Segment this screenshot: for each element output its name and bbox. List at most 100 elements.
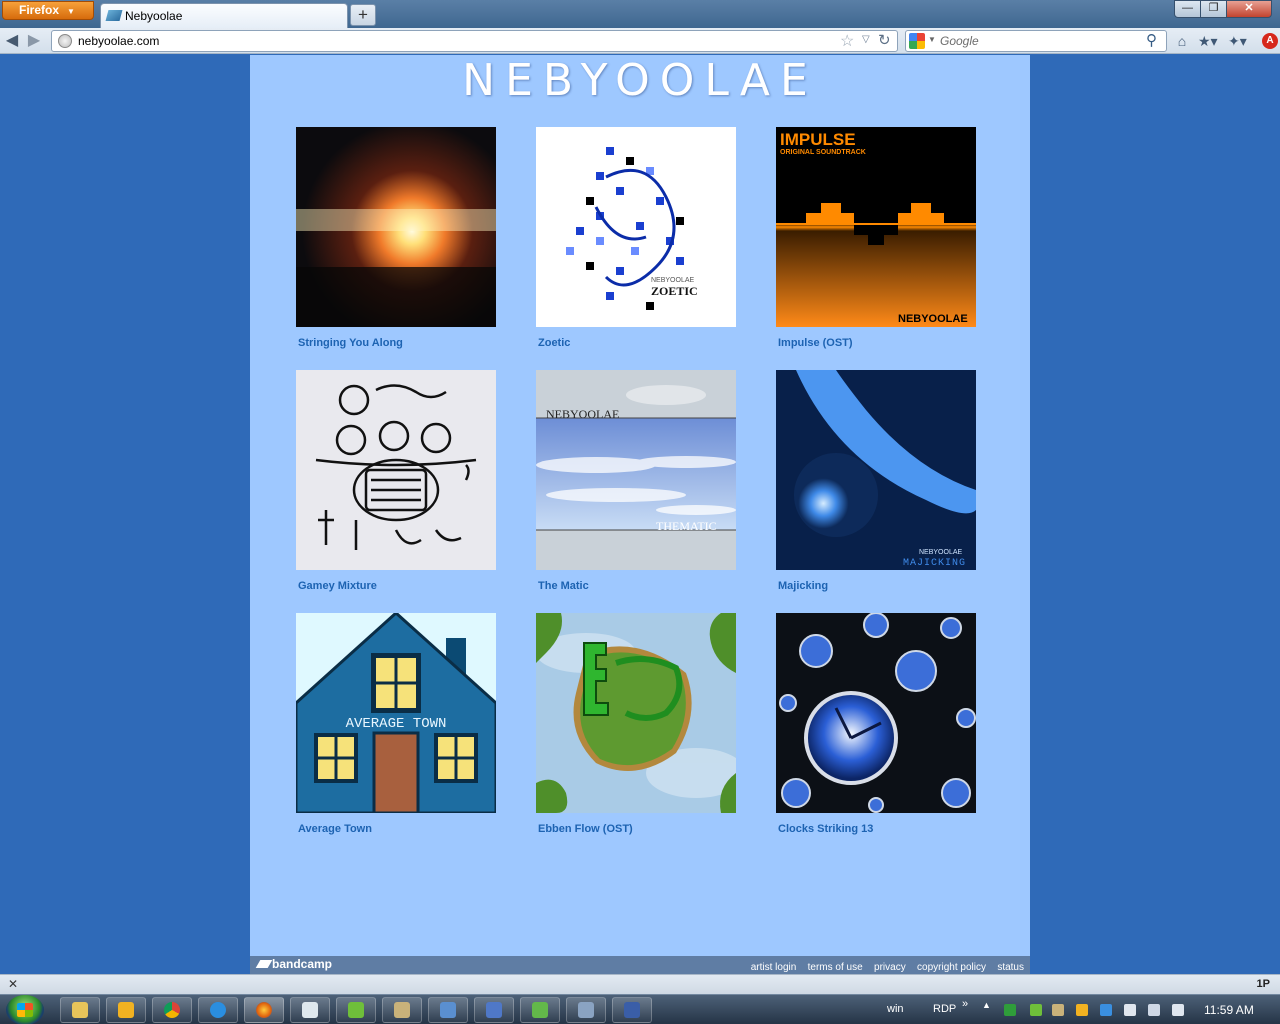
maximize-button[interactable]: ❐ [1200, 0, 1227, 18]
chevron-icon[interactable]: » [962, 998, 969, 1010]
footer-link-artist-login[interactable]: artist login [750, 962, 797, 973]
album-title[interactable]: Stringing You Along [298, 337, 403, 349]
album-cover[interactable] [296, 370, 496, 570]
home-icon[interactable]: ⌂ [1177, 33, 1187, 49]
album-cover[interactable]: NEBYOOLAE THEMATIC [536, 370, 736, 570]
back-arrow-icon[interactable]: ◀ [5, 32, 19, 49]
page-background: NEBYOOLAE [0, 55, 1280, 974]
taskbar-outlook[interactable] [106, 997, 146, 1023]
bandcamp-mark-icon [255, 960, 273, 968]
start-button[interactable] [6, 995, 44, 1024]
favicon-icon [105, 10, 123, 21]
tray-icon[interactable] [1004, 1004, 1016, 1016]
notepad-icon [302, 1002, 318, 1018]
site-title[interactable]: NEBYOOLAE [462, 55, 818, 106]
taskbar-app-11[interactable] [520, 997, 560, 1023]
forward-arrow-icon[interactable]: ▶ [27, 32, 41, 49]
tray-icon[interactable] [1052, 1004, 1064, 1016]
minimize-button[interactable]: — [1174, 0, 1201, 18]
app-icon [440, 1002, 456, 1018]
url-bar[interactable]: ☆ ▽ ↻ [51, 30, 898, 52]
close-window-button[interactable]: ✕ [1226, 0, 1272, 18]
taskbar-app-9[interactable] [428, 997, 468, 1023]
album-cover[interactable]: IMPULSE ORIGINAL SOUNDTRACK NEBYOOLAE [776, 127, 976, 327]
reload-icon[interactable]: ↻ [878, 32, 891, 49]
cover-title: THEMATIC [656, 519, 717, 533]
show-hidden-icons-icon[interactable]: ▲ [982, 1000, 991, 1010]
app-icon [486, 1002, 502, 1018]
url-input[interactable] [78, 33, 778, 49]
footer-link-terms[interactable]: terms of use [807, 962, 863, 973]
cover-title: ZOETIC [651, 284, 698, 298]
search-engine-dropdown-icon[interactable]: ▼ [928, 35, 936, 44]
search-bar[interactable]: ▼ ⚲ [905, 30, 1167, 52]
app-icon [578, 1002, 594, 1018]
taskbar-app-10[interactable] [474, 997, 514, 1023]
close-icon[interactable]: ✕ [8, 977, 19, 991]
status-1p-indicator[interactable]: 1P [1256, 978, 1270, 990]
clock[interactable]: 11:59 AM [1204, 1003, 1254, 1017]
taskbar-notepad[interactable] [290, 997, 330, 1023]
search-input[interactable] [940, 33, 1140, 49]
taskbar-firefox[interactable] [244, 997, 284, 1023]
toolbar-rdp[interactable]: RDP [933, 1003, 957, 1015]
tab-nebyoolae[interactable]: Nebyoolae [100, 3, 348, 28]
bookmark-star-icon[interactable]: ☆ [840, 33, 855, 50]
cover-artist: NEBYOOLAE [898, 313, 968, 325]
folder-icon [72, 1002, 88, 1018]
bandcamp-footer: bandcamp artist login terms of use priva… [250, 956, 1030, 974]
magnifier-icon[interactable]: ⚲ [1146, 32, 1157, 49]
taskbar-explorer[interactable] [60, 997, 100, 1023]
windows-taskbar: win RDP » ▲ 11:59 AM [0, 994, 1280, 1024]
footer-link-privacy[interactable]: privacy [874, 962, 906, 973]
history-dropdown-icon[interactable]: ▽ [862, 34, 870, 45]
bookmarks-menu-icon[interactable]: ★▾ [1198, 33, 1218, 49]
dropbox-icon[interactable] [1100, 1004, 1112, 1016]
album-title[interactable]: Majicking [778, 580, 829, 592]
flag-icon[interactable] [1124, 1004, 1136, 1016]
firefox-menu-label: Firefox [19, 3, 60, 17]
firefox-menu-button[interactable]: Firefox ▼ [2, 1, 94, 20]
footer-links: artist login terms of use privacy copyri… [743, 959, 1024, 973]
album-cover[interactable] [296, 127, 496, 327]
google-icon[interactable] [909, 33, 925, 49]
status-bar: ✕ 1P [0, 974, 1280, 994]
album-title[interactable]: Average Town [298, 823, 372, 835]
internet-explorer-icon [210, 1002, 226, 1018]
volume-icon[interactable] [1172, 1004, 1184, 1016]
app-icon [532, 1002, 548, 1018]
album-title[interactable]: Ebben Flow (OST) [538, 823, 633, 835]
album-title[interactable]: The Matic [538, 580, 589, 592]
footer-link-copyright[interactable]: copyright policy [917, 962, 986, 973]
album-title[interactable]: Impulse (OST) [778, 337, 853, 349]
windows-logo-icon [17, 1003, 33, 1017]
tab-title: Nebyoolae [125, 9, 183, 23]
network-icon[interactable] [1148, 1004, 1160, 1016]
addon-icon[interactable]: ✦▾ [1228, 33, 1247, 49]
content-column: NEBYOOLAE [250, 55, 1030, 974]
taskbar-ie[interactable] [198, 997, 238, 1023]
bandcamp-logo[interactable]: bandcamp [255, 957, 332, 971]
taskbar-app-7[interactable] [336, 997, 376, 1023]
outlook-icon [118, 1002, 134, 1018]
album-cover[interactable] [536, 613, 736, 813]
tray-icon[interactable] [1076, 1004, 1088, 1016]
cover-subtitle: ORIGINAL SOUNDTRACK [780, 149, 866, 156]
album-cover[interactable]: NEBYOOLAE ZOETIC [536, 127, 736, 327]
taskbar-chrome[interactable] [152, 997, 192, 1023]
album-cover[interactable]: NEBYOOLAE MAJICKING [776, 370, 976, 570]
album-cover[interactable] [776, 613, 976, 813]
album-cover[interactable]: AVERAGE TOWN [296, 613, 496, 813]
adblock-icon[interactable]: A [1262, 33, 1278, 49]
footer-link-status[interactable]: status [997, 962, 1024, 973]
toolbar-win[interactable]: win [887, 1003, 904, 1015]
taskbar-app-8[interactable] [382, 997, 422, 1023]
tray-icon[interactable] [1030, 1004, 1042, 1016]
album-title[interactable]: Clocks Striking 13 [778, 823, 874, 835]
album-title[interactable]: Zoetic [538, 337, 571, 349]
new-tab-button[interactable]: + [350, 4, 376, 26]
taskbar-app-12[interactable] [566, 997, 606, 1023]
firefox-icon [256, 1002, 272, 1018]
album-title[interactable]: Gamey Mixture [298, 580, 377, 592]
taskbar-app-13[interactable] [612, 997, 652, 1023]
